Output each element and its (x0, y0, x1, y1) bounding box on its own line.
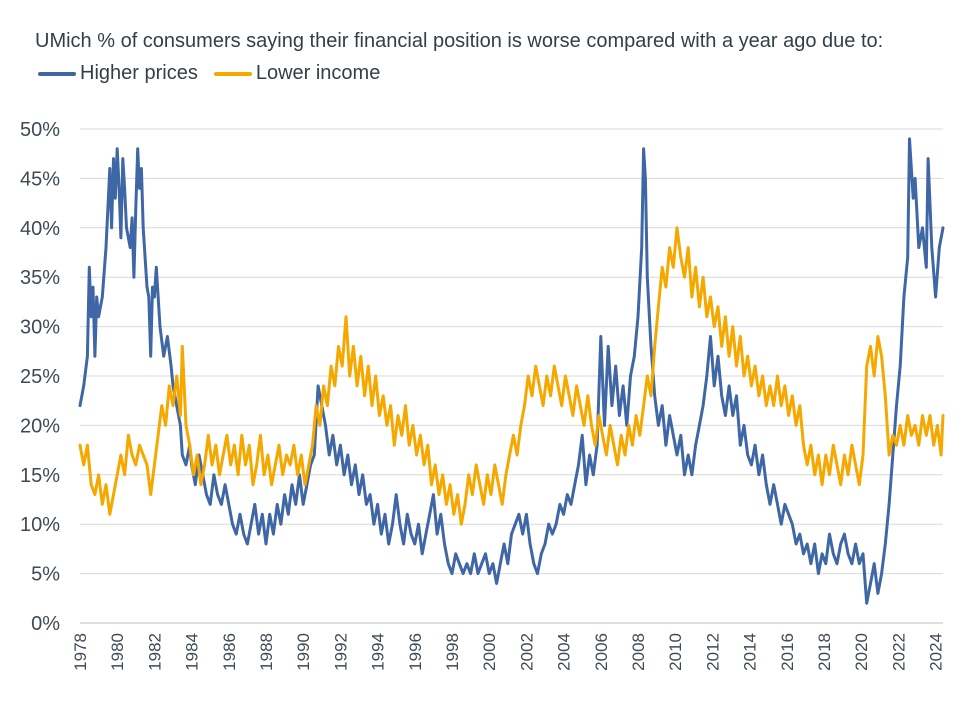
x-tick-label: 1988 (257, 633, 276, 671)
y-tick-label: 35% (20, 267, 60, 289)
y-axis: 0% 5% 10% 15% 20% 25% 30% 35% 40% 45% 50% (20, 119, 60, 635)
y-tick-label: 5% (31, 564, 60, 586)
legend-label-higher-prices: Higher prices (80, 62, 198, 84)
legend-label-lower-income: Lower income (255, 62, 381, 84)
y-tick-label: 40% (20, 218, 60, 240)
x-tick-label: 1990 (294, 633, 313, 671)
x-tick-label: 2008 (629, 633, 648, 671)
x-tick-label: 1978 (71, 633, 90, 671)
x-tick-label: 2002 (517, 633, 536, 671)
x-tick-label: 2012 (703, 633, 722, 671)
legend-item-higher-prices: Higher prices (38, 62, 198, 85)
x-tick-label: 2006 (592, 633, 611, 671)
x-tick-label: 2000 (480, 633, 499, 671)
x-tick-label: 1980 (108, 633, 127, 671)
x-tick-label: 1996 (406, 633, 425, 671)
x-tick-label: 2014 (741, 633, 760, 671)
y-tick-label: 25% (20, 366, 60, 388)
y-tick-label: 15% (20, 465, 60, 487)
x-tick-label: 2010 (666, 633, 685, 671)
series-line-higher-prices (78, 137, 945, 605)
y-tick-label: 45% (20, 168, 60, 190)
legend-swatch-higher-prices (38, 71, 76, 76)
legend: Higher prices Lower income (38, 62, 396, 85)
x-tick-label: 2018 (815, 633, 834, 671)
y-tick-label: 10% (20, 514, 60, 536)
x-axis: 1978 1980 1982 1984 1986 1988 1990 1992 1994 1996… (71, 633, 946, 671)
series-lines (78, 137, 945, 605)
y-tick-label: 30% (20, 317, 60, 339)
legend-swatch-lower-income (213, 71, 252, 76)
x-tick-label: 1984 (183, 633, 202, 671)
x-tick-label: 2024 (927, 633, 946, 671)
chart-title: UMich % of consumers saying their financ… (35, 30, 884, 52)
x-tick-label: 1986 (220, 633, 239, 671)
x-tick-label: 2016 (778, 633, 797, 671)
x-tick-label: 2004 (555, 633, 574, 671)
legend-item-lower-income: Lower income (213, 62, 381, 85)
y-tick-label: 20% (20, 415, 60, 437)
y-tick-label: 50% (20, 119, 60, 141)
x-tick-label: 1994 (369, 633, 388, 671)
x-tick-label: 2022 (889, 633, 908, 671)
x-tick-label: 2020 (852, 633, 871, 671)
y-tick-label: 0% (31, 613, 60, 635)
x-tick-label: 1982 (145, 633, 164, 671)
x-tick-label: 1998 (443, 633, 462, 671)
gridlines (80, 128, 943, 624)
series-line-lower-income (78, 226, 945, 526)
x-tick-label: 1992 (331, 633, 350, 671)
